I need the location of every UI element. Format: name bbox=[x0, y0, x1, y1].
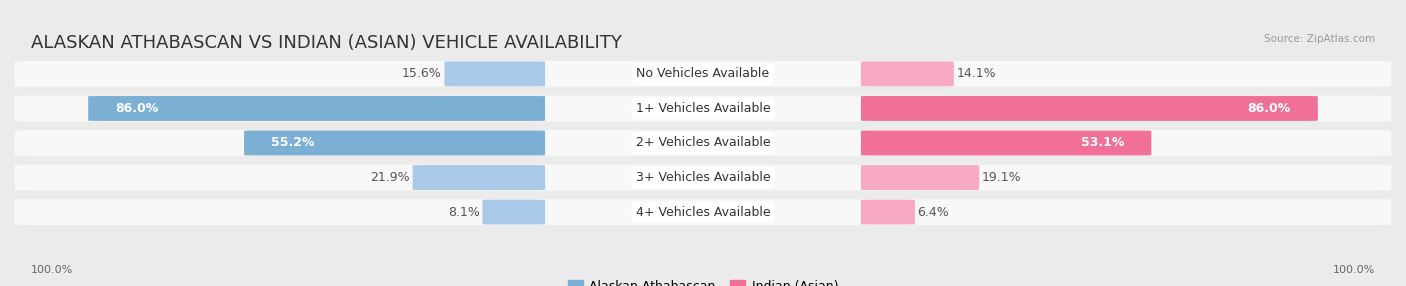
FancyBboxPatch shape bbox=[444, 61, 546, 86]
FancyBboxPatch shape bbox=[14, 164, 1392, 190]
Text: 53.1%: 53.1% bbox=[1081, 136, 1125, 150]
FancyBboxPatch shape bbox=[14, 130, 1392, 156]
Text: No Vehicles Available: No Vehicles Available bbox=[637, 67, 769, 80]
FancyBboxPatch shape bbox=[860, 131, 1152, 155]
Text: 15.6%: 15.6% bbox=[402, 67, 441, 80]
Text: 100.0%: 100.0% bbox=[31, 265, 73, 275]
FancyBboxPatch shape bbox=[860, 165, 979, 190]
Text: 2+ Vehicles Available: 2+ Vehicles Available bbox=[636, 136, 770, 150]
Text: 55.2%: 55.2% bbox=[271, 136, 315, 150]
FancyBboxPatch shape bbox=[245, 131, 546, 155]
Text: 86.0%: 86.0% bbox=[115, 102, 159, 115]
Text: 100.0%: 100.0% bbox=[1333, 265, 1375, 275]
FancyBboxPatch shape bbox=[860, 200, 915, 225]
FancyBboxPatch shape bbox=[14, 61, 1392, 87]
Text: ALASKAN ATHABASCAN VS INDIAN (ASIAN) VEHICLE AVAILABILITY: ALASKAN ATHABASCAN VS INDIAN (ASIAN) VEH… bbox=[31, 34, 621, 52]
Text: 1+ Vehicles Available: 1+ Vehicles Available bbox=[636, 102, 770, 115]
FancyBboxPatch shape bbox=[482, 200, 546, 225]
FancyBboxPatch shape bbox=[860, 96, 1317, 121]
Text: 21.9%: 21.9% bbox=[370, 171, 411, 184]
Text: 8.1%: 8.1% bbox=[449, 206, 479, 219]
FancyBboxPatch shape bbox=[14, 199, 1392, 225]
Text: 14.1%: 14.1% bbox=[956, 67, 997, 80]
FancyBboxPatch shape bbox=[14, 96, 1392, 122]
Text: 6.4%: 6.4% bbox=[918, 206, 949, 219]
FancyBboxPatch shape bbox=[860, 61, 953, 86]
Text: 4+ Vehicles Available: 4+ Vehicles Available bbox=[636, 206, 770, 219]
Text: 86.0%: 86.0% bbox=[1247, 102, 1291, 115]
Text: 19.1%: 19.1% bbox=[981, 171, 1022, 184]
Legend: Alaskan Athabascan, Indian (Asian): Alaskan Athabascan, Indian (Asian) bbox=[562, 275, 844, 286]
Text: 3+ Vehicles Available: 3+ Vehicles Available bbox=[636, 171, 770, 184]
FancyBboxPatch shape bbox=[89, 96, 546, 121]
FancyBboxPatch shape bbox=[412, 165, 546, 190]
Text: Source: ZipAtlas.com: Source: ZipAtlas.com bbox=[1264, 34, 1375, 44]
